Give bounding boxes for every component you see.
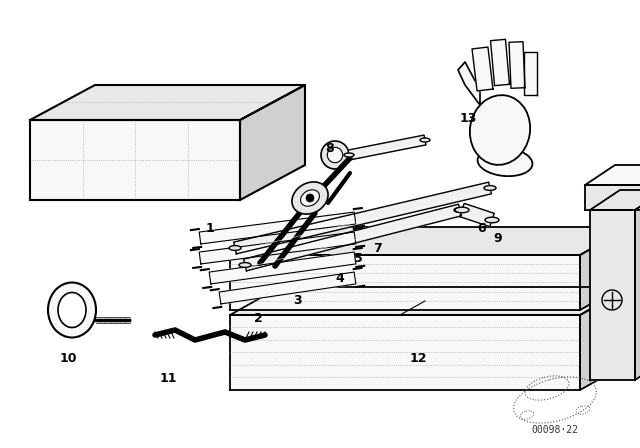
Text: 1: 1: [205, 221, 214, 234]
Text: 13: 13: [460, 112, 477, 125]
Polygon shape: [230, 287, 630, 315]
Polygon shape: [30, 120, 240, 200]
Text: 9: 9: [493, 232, 502, 245]
Ellipse shape: [420, 138, 430, 142]
Polygon shape: [635, 190, 640, 380]
Polygon shape: [209, 252, 356, 284]
Polygon shape: [590, 210, 635, 380]
Polygon shape: [460, 203, 494, 227]
Ellipse shape: [485, 217, 499, 223]
Polygon shape: [585, 165, 640, 185]
Ellipse shape: [301, 190, 319, 206]
Ellipse shape: [455, 207, 469, 213]
Text: 8: 8: [326, 142, 334, 155]
Polygon shape: [199, 212, 356, 244]
Polygon shape: [234, 182, 492, 254]
Text: 7: 7: [374, 241, 382, 254]
Polygon shape: [230, 227, 630, 255]
Polygon shape: [472, 47, 493, 91]
Polygon shape: [348, 135, 426, 160]
Text: 12: 12: [409, 352, 427, 365]
Text: 10: 10: [60, 352, 77, 365]
Text: 11: 11: [159, 371, 177, 384]
Ellipse shape: [229, 246, 241, 250]
Text: 3: 3: [294, 293, 302, 306]
Text: 6: 6: [477, 221, 486, 234]
Text: 2: 2: [253, 311, 262, 324]
Polygon shape: [490, 39, 509, 86]
Polygon shape: [585, 185, 640, 210]
Ellipse shape: [344, 153, 354, 157]
Polygon shape: [458, 62, 480, 105]
Polygon shape: [509, 42, 525, 88]
Polygon shape: [230, 315, 580, 390]
Polygon shape: [219, 272, 356, 304]
Polygon shape: [199, 232, 356, 264]
Text: 4: 4: [335, 271, 344, 284]
Ellipse shape: [484, 185, 496, 190]
Polygon shape: [580, 287, 630, 390]
Polygon shape: [524, 52, 536, 95]
Ellipse shape: [292, 182, 328, 214]
Polygon shape: [240, 85, 305, 200]
Text: 00098·22: 00098·22: [531, 425, 579, 435]
Ellipse shape: [58, 293, 86, 327]
Polygon shape: [230, 255, 580, 310]
Polygon shape: [243, 204, 461, 271]
Polygon shape: [590, 190, 640, 210]
Ellipse shape: [48, 283, 96, 337]
Circle shape: [327, 147, 342, 163]
Ellipse shape: [239, 263, 251, 267]
Ellipse shape: [470, 95, 530, 165]
Ellipse shape: [477, 148, 532, 176]
Circle shape: [321, 141, 349, 169]
Circle shape: [306, 194, 314, 202]
Polygon shape: [30, 85, 305, 120]
Ellipse shape: [454, 207, 466, 212]
Text: 5: 5: [354, 251, 362, 264]
Polygon shape: [580, 227, 630, 310]
